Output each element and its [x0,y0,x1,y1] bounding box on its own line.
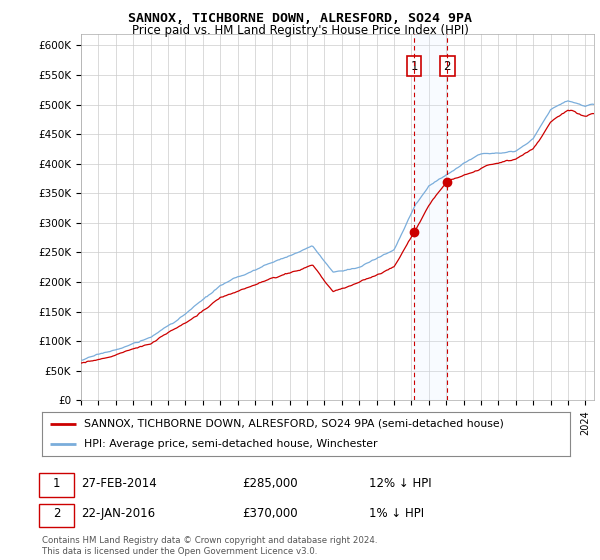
Text: £285,000: £285,000 [242,477,298,489]
Text: SANNOX, TICHBORNE DOWN, ALRESFORD, SO24 9PA (semi-detached house): SANNOX, TICHBORNE DOWN, ALRESFORD, SO24 … [84,419,504,429]
Text: Price paid vs. HM Land Registry's House Price Index (HPI): Price paid vs. HM Land Registry's House … [131,24,469,36]
FancyBboxPatch shape [40,473,74,497]
Text: HPI: Average price, semi-detached house, Winchester: HPI: Average price, semi-detached house,… [84,439,378,449]
Text: 22-JAN-2016: 22-JAN-2016 [82,507,156,520]
FancyBboxPatch shape [40,504,74,528]
Text: 2: 2 [53,507,61,520]
Text: 1% ↓ HPI: 1% ↓ HPI [370,507,424,520]
Text: 1: 1 [410,59,418,73]
Bar [414,34,447,400]
Text: 1: 1 [53,477,61,489]
Text: 2: 2 [443,59,451,73]
Text: £370,000: £370,000 [242,507,298,520]
Text: 12% ↓ HPI: 12% ↓ HPI [370,477,432,489]
Text: SANNOX, TICHBORNE DOWN, ALRESFORD, SO24 9PA: SANNOX, TICHBORNE DOWN, ALRESFORD, SO24 … [128,12,472,25]
Text: 27-FEB-2014: 27-FEB-2014 [82,477,157,489]
Text: Contains HM Land Registry data © Crown copyright and database right 2024.
This d: Contains HM Land Registry data © Crown c… [42,536,377,556]
